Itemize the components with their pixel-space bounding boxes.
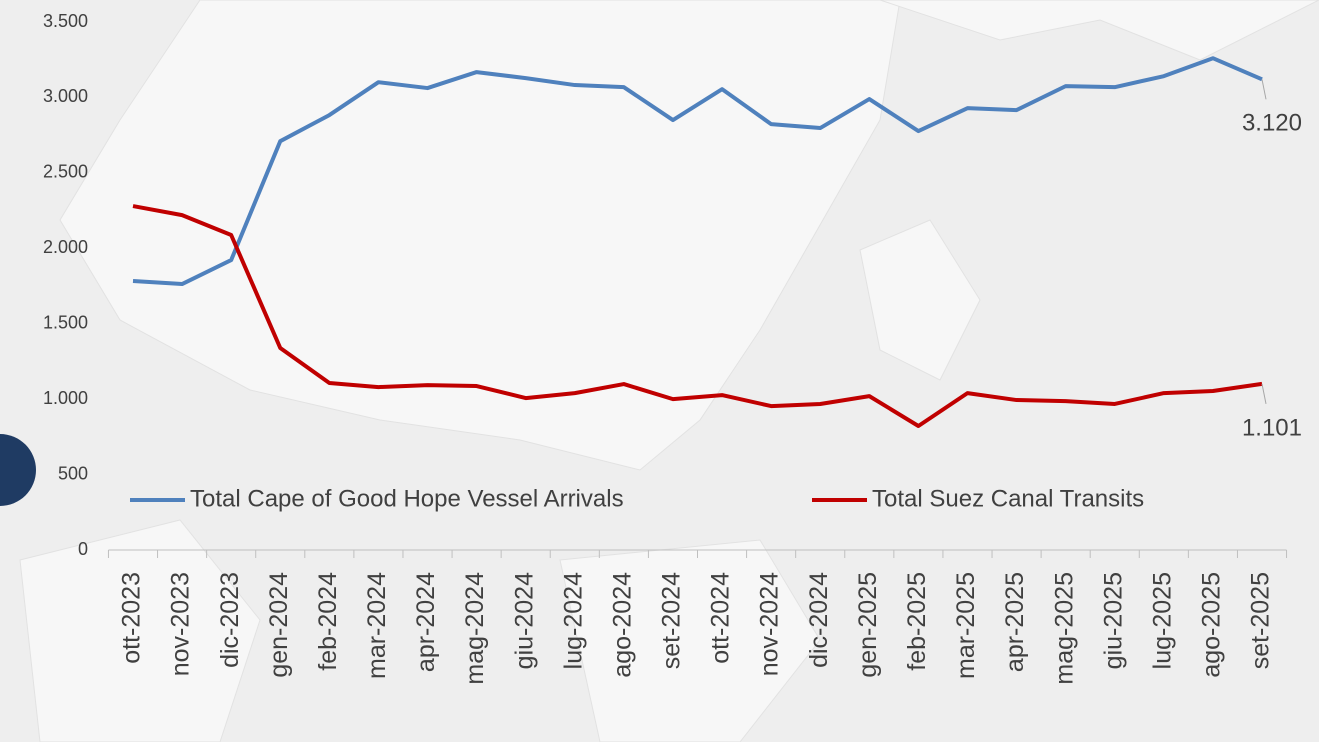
x-tick-label: giu-2024 [510, 572, 538, 669]
x-tick-label: dic-2024 [805, 572, 833, 668]
x-tick-label: apr-2024 [412, 572, 440, 672]
x-tick-label: feb-2025 [903, 572, 931, 671]
x-tick-label: nov-2024 [756, 572, 784, 676]
x-tick-label: set-2024 [658, 572, 686, 669]
x-tick-label: mar-2025 [952, 572, 980, 679]
y-tick-label: 3.000 [43, 86, 88, 106]
legend-label: Total Cape of Good Hope Vessel Arrivals [190, 485, 624, 512]
y-tick-label: 1.500 [43, 312, 88, 332]
x-tick-label: mar-2024 [363, 572, 391, 679]
series-line [132, 56, 1263, 287]
y-tick-label: 2.000 [43, 237, 88, 257]
x-tick-label: lug-2024 [559, 572, 587, 669]
data-label: 1.101 [1242, 414, 1302, 441]
series-line [132, 204, 1263, 428]
x-tick-label: gen-2024 [265, 572, 293, 678]
x-tick-label: gen-2025 [854, 572, 882, 678]
x-tick-label: set-2025 [1247, 572, 1275, 669]
x-tick-label: ago-2024 [608, 572, 636, 678]
x-tick-label: dic-2023 [216, 572, 244, 668]
x-tick-label: feb-2024 [314, 572, 342, 671]
y-tick-label: 2.500 [43, 162, 88, 182]
side-icon [0, 434, 36, 506]
x-tick-label: nov-2023 [167, 572, 195, 676]
x-tick-label: lug-2025 [1148, 572, 1176, 669]
x-tick-label: mag-2024 [461, 572, 489, 685]
data-label: 3.120 [1242, 110, 1302, 137]
legend-label: Total Suez Canal Transits [872, 485, 1144, 512]
y-tick-label: 1.000 [43, 388, 88, 408]
x-tick-label: ago-2025 [1198, 572, 1226, 678]
y-tick-label: 0 [78, 539, 88, 559]
x-tick-label: giu-2025 [1099, 572, 1127, 669]
y-tick-label: 500 [58, 463, 88, 483]
x-tick-label: ott-2024 [707, 572, 735, 664]
label-leader [1261, 383, 1267, 405]
label-leader [1261, 79, 1267, 100]
x-tick-label: apr-2025 [1001, 572, 1029, 672]
x-tick-label: ott-2023 [118, 572, 146, 664]
y-tick-label: 3.500 [43, 11, 88, 31]
map-decoration [19, 0, 1319, 742]
x-tick-label: mag-2025 [1050, 572, 1078, 685]
